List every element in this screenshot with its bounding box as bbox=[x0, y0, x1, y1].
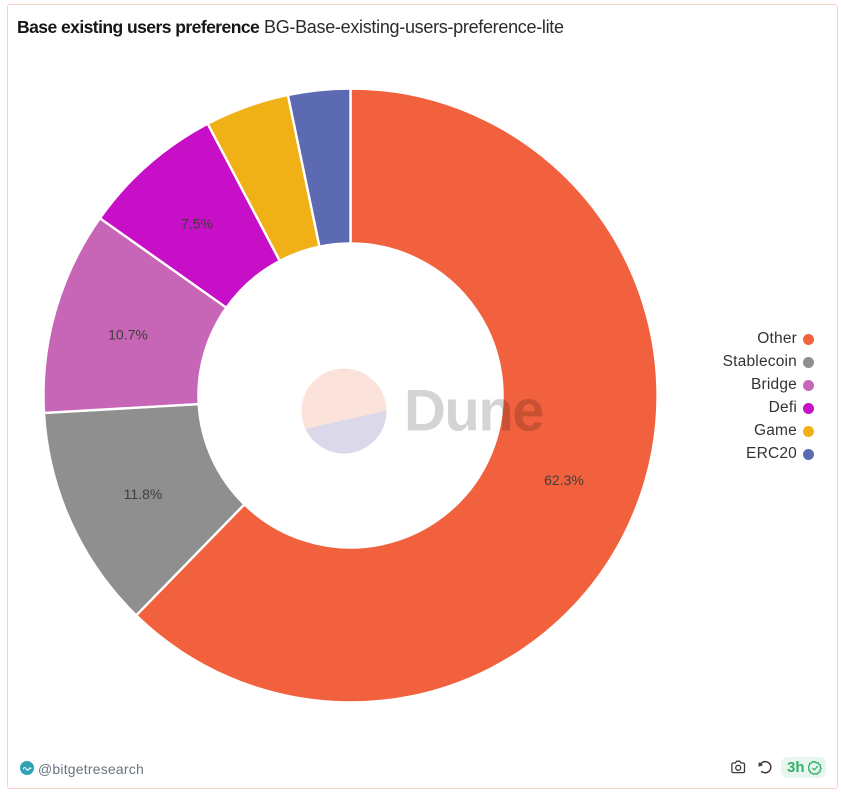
svg-text:11.8%: 11.8% bbox=[124, 486, 163, 502]
svg-text:10.7%: 10.7% bbox=[108, 327, 148, 343]
svg-text:7.5%: 7.5% bbox=[181, 216, 213, 232]
svg-text:62.3%: 62.3% bbox=[544, 472, 584, 488]
svg-text:Dune: Dune bbox=[404, 379, 543, 444]
